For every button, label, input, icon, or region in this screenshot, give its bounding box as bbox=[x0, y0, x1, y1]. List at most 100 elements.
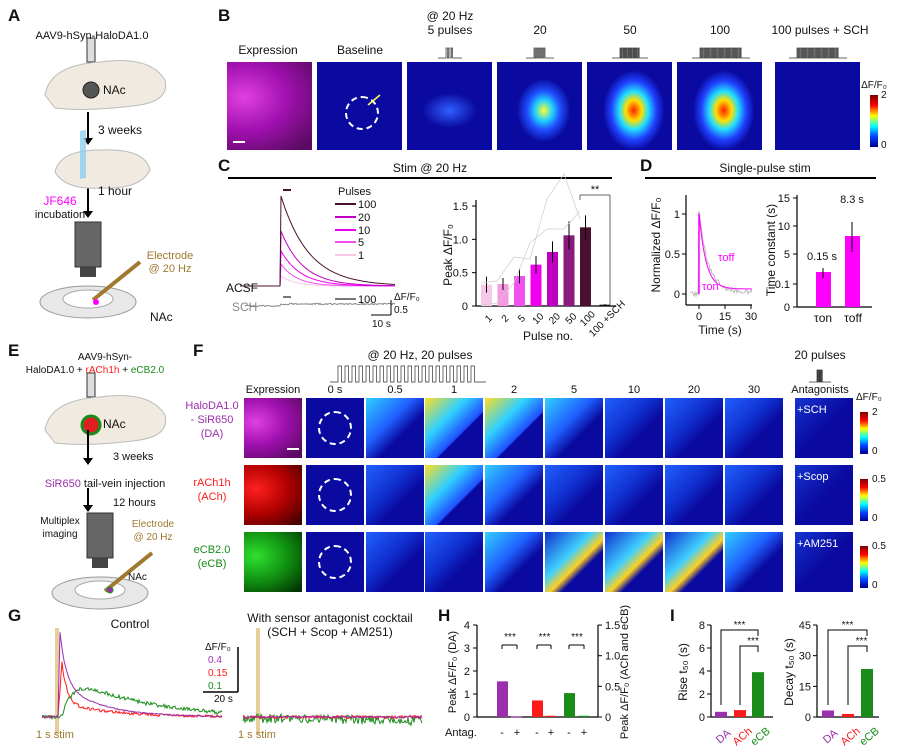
f-col-header: 20 bbox=[688, 384, 700, 397]
b-cbar-max: 2 bbox=[881, 90, 887, 102]
x-tick-label: eCB bbox=[858, 725, 882, 748]
x-tick-label: eCB bbox=[749, 725, 773, 748]
g-stim-label2: 1 s stim bbox=[238, 729, 276, 742]
x-tick-label: DA bbox=[821, 727, 841, 746]
panel-f-label: F bbox=[193, 341, 203, 361]
antag-plus: + bbox=[581, 727, 587, 739]
a-step2: 1 hour bbox=[98, 185, 132, 199]
stim-bar bbox=[283, 296, 291, 298]
e-virus-da: HaloDA1.0 + bbox=[26, 365, 86, 376]
y-tick-label: 1 bbox=[674, 209, 680, 221]
stim-bar bbox=[283, 189, 291, 191]
e-region: NAc bbox=[103, 418, 126, 432]
significance-label: *** bbox=[856, 636, 868, 647]
y-axis-label: Normalized ΔF/F₀ bbox=[649, 197, 663, 292]
tau-on-value: 0.15 s bbox=[807, 251, 837, 263]
y-tick-label: 1.5 bbox=[453, 201, 468, 213]
b-col-100: 100 bbox=[710, 24, 730, 38]
y-axis-label: Time constant (s) bbox=[764, 204, 778, 296]
y-tick-label: 1.0 bbox=[605, 651, 620, 663]
f-row-ecb-name2: (eCB) bbox=[198, 558, 227, 571]
panel-g-label: G bbox=[8, 606, 21, 626]
scale-bar bbox=[233, 141, 245, 143]
f-cbar-max: 0.5 bbox=[872, 474, 886, 486]
a-dye: JF646 bbox=[43, 195, 76, 209]
c-scale-y-val: 0.5 bbox=[394, 305, 408, 317]
bar-eCB bbox=[752, 672, 764, 717]
tau-off-value: 8.3 s bbox=[840, 194, 864, 206]
panel-h-label: H bbox=[438, 606, 450, 626]
c-sch: SCH bbox=[232, 301, 257, 315]
x-tick-label: 15 bbox=[719, 311, 731, 323]
c-trace-3 bbox=[240, 231, 395, 286]
significance-label: *** bbox=[539, 632, 551, 643]
f-cbar-max: 0.5 bbox=[872, 541, 886, 553]
arrow-down-icon bbox=[83, 505, 93, 512]
y-axis-label: Peak ΔF/F₀ bbox=[441, 224, 455, 286]
e-dye: SiR650 bbox=[45, 478, 81, 490]
y-tick-label: 4 bbox=[699, 666, 705, 678]
y-tick-label: 2 bbox=[464, 666, 470, 678]
x-tick-label: τon bbox=[814, 311, 832, 325]
significance-label: *** bbox=[504, 632, 516, 643]
y-tick-label: 5 bbox=[784, 249, 790, 261]
c-scale-x: 10 s bbox=[372, 319, 391, 331]
y-tick-label: 0 bbox=[784, 302, 790, 314]
antag-minus: - bbox=[567, 727, 571, 739]
e-imaging1: Multiplex bbox=[40, 516, 79, 528]
y-tick-label: 8 bbox=[699, 620, 705, 632]
c-legend-10: 10 bbox=[358, 225, 370, 238]
panel-d-label: D bbox=[640, 156, 652, 176]
objective-icon bbox=[75, 222, 101, 267]
c-legend-1: 1 bbox=[358, 250, 364, 263]
x-axis-label: Pulse no. bbox=[523, 329, 573, 343]
antag-minus: - bbox=[500, 727, 504, 739]
x-tick-label: 20 bbox=[547, 311, 563, 327]
x-tick-label: 5 bbox=[516, 313, 528, 325]
e-electrode: Electrode bbox=[132, 519, 174, 531]
e-imaging2: imaging bbox=[42, 529, 77, 541]
pulse-train-icon bbox=[789, 48, 847, 58]
bar-eCB-control bbox=[564, 693, 575, 717]
bar-ACh bbox=[842, 714, 854, 717]
e-region2: NAc bbox=[128, 572, 147, 584]
bar-DA bbox=[715, 712, 727, 717]
c-legend-20: 20 bbox=[358, 212, 370, 225]
tau-off-label: τoff bbox=[718, 252, 735, 264]
antag-label: Antag. bbox=[445, 727, 477, 739]
y-tick-label: 30 bbox=[799, 651, 811, 663]
g-ecb-trace bbox=[42, 688, 222, 719]
f-antag-title: 20 pulses bbox=[794, 349, 845, 363]
f-antag-header: Antagonists bbox=[791, 384, 848, 397]
g-scale-da: 0.4 bbox=[208, 655, 222, 667]
y-tick-label: 0 bbox=[605, 712, 611, 724]
c-trace-2 bbox=[240, 251, 395, 286]
e-virus-ecb: eCB2.0 bbox=[131, 365, 164, 376]
f-col-header: 5 bbox=[571, 384, 577, 397]
d-fit-trace bbox=[699, 213, 752, 289]
f-col-header: Expression bbox=[246, 384, 300, 397]
c-title: Stim @ 20 Hz bbox=[393, 162, 467, 176]
bar-DA-control bbox=[497, 681, 508, 717]
g-scale-ach: 0.15 bbox=[208, 668, 227, 680]
y-tick-label: 0.5 bbox=[605, 681, 620, 693]
f-row-ach-name1: rACh1h bbox=[193, 477, 230, 490]
significance-label: *** bbox=[734, 620, 746, 631]
panel-e-label: E bbox=[8, 341, 19, 361]
panel-b-label: B bbox=[218, 6, 230, 26]
g-stim-label: 1 s stim bbox=[36, 729, 74, 742]
a-region: NAc bbox=[103, 84, 126, 98]
bar-ACh-antag bbox=[545, 716, 556, 717]
e-dye-suffix: tail-vein injection bbox=[81, 478, 165, 490]
f-cbar-title: ΔF/F₀ bbox=[856, 392, 882, 404]
x-tick-label: 10 bbox=[531, 311, 547, 327]
g-scale-x: 20 s bbox=[214, 694, 233, 706]
e-step1: 3 weeks bbox=[113, 451, 153, 464]
x-tick-label: DA bbox=[714, 727, 734, 746]
y-axis-label: Rise t₅₀ (s) bbox=[676, 643, 690, 701]
e-virus2: HaloDA1.0 + rACh1h + eCB2.0 bbox=[26, 365, 164, 377]
g-cocktail-title2: (SCH + Scop + AM251) bbox=[267, 626, 392, 640]
objective-icon bbox=[87, 513, 113, 558]
c-trace-0 bbox=[240, 276, 395, 286]
nac-injection-icon bbox=[83, 82, 99, 98]
